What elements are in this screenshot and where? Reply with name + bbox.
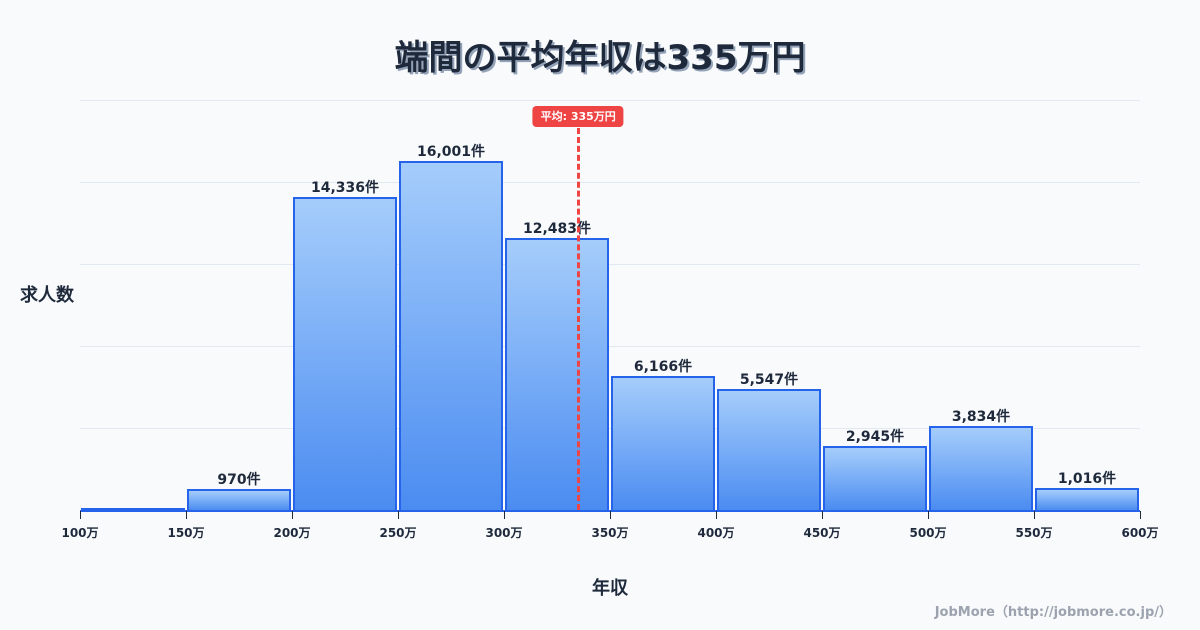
histogram-bar [823, 445, 927, 510]
gridline [80, 264, 1140, 265]
x-tick [80, 511, 81, 519]
mean-badge: 平均: 335万円 [532, 106, 624, 127]
chart-title: 端間の平均年収は335万円 [394, 38, 806, 78]
bar-value-label: 1,016件 [1057, 470, 1117, 487]
footer-credit: JobMore（http://jobmore.co.jp/） [934, 605, 1172, 620]
x-tick-label: 450万 [803, 526, 841, 540]
gridline [80, 428, 1140, 429]
plot-area: 970件 14,336件 16,001件 12,483件 6,166件 5,547件 2,9… [61, 100, 1159, 540]
bar-value-label: 970件 [217, 471, 261, 488]
x-tick-label: 550万 [1015, 526, 1053, 540]
histogram-bar [929, 426, 1033, 510]
x-tick-label: 350万 [591, 526, 629, 540]
x-tick [186, 511, 187, 519]
histogram-bar [187, 488, 291, 510]
bar-value-label: 14,336件 [310, 180, 380, 197]
x-tick-label: 300万 [485, 526, 523, 540]
gridline [80, 346, 1140, 347]
bar-value-label: 3,834件 [951, 409, 1011, 426]
x-tick [1140, 511, 1141, 519]
bar-value-label: 6,166件 [633, 358, 693, 375]
histogram-bar [505, 237, 609, 510]
histogram-bar [293, 197, 397, 510]
x-tick [504, 511, 505, 519]
bar-value-label: 2,945件 [845, 428, 905, 445]
x-tick [292, 511, 293, 519]
x-axis-label: 年収 [592, 578, 628, 599]
x-tick-label: 400万 [697, 526, 735, 540]
histogram-bar [1035, 487, 1139, 510]
bar-value-label: 16,001件 [416, 144, 486, 161]
x-tick [716, 511, 717, 519]
histogram-bar [611, 375, 715, 510]
gridline [80, 182, 1140, 183]
x-tick [610, 511, 611, 519]
x-tick [1034, 511, 1035, 519]
x-tick-label: 600万 [1121, 526, 1159, 540]
bar-value-label: 12,483件 [522, 220, 592, 237]
x-tick-label: 250万 [379, 526, 417, 540]
bar-value-label: 5,547件 [739, 372, 799, 389]
histogram-bar [399, 161, 503, 510]
gridline [80, 100, 1140, 101]
x-tick-label: 500万 [909, 526, 947, 540]
x-tick-label: 150万 [167, 526, 205, 540]
x-tick [928, 511, 929, 519]
mean-line [577, 128, 581, 510]
x-tick [398, 511, 399, 519]
x-tick [822, 511, 823, 519]
histogram-bar [81, 508, 185, 510]
y-axis-label: 求人数 [20, 285, 74, 306]
histogram-bar [717, 389, 821, 510]
x-tick-label: 100万 [61, 526, 99, 540]
x-tick-label: 200万 [273, 526, 311, 540]
